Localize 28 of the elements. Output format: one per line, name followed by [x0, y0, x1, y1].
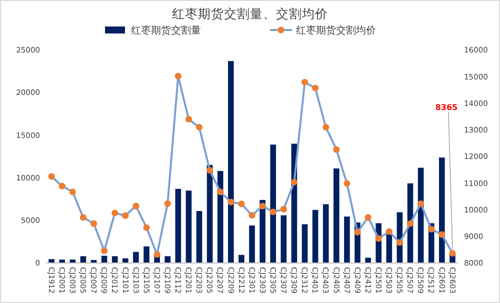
bar: [70, 260, 76, 263]
bar: [260, 200, 266, 263]
bar: [164, 256, 170, 263]
bar: [312, 210, 318, 263]
data-label: 8365: [435, 103, 458, 112]
bar: [144, 246, 150, 263]
bar: [59, 260, 65, 263]
bar: [270, 144, 276, 263]
bar: [80, 256, 86, 263]
bar: [322, 204, 329, 263]
bar: [133, 252, 139, 263]
bar: [439, 158, 445, 263]
bar: [249, 226, 255, 263]
bar: [365, 258, 371, 263]
bar: [302, 224, 308, 263]
chart-title: 红枣期货交割量、交割均价: [172, 6, 328, 21]
bar: [175, 188, 182, 263]
bar: [48, 259, 54, 263]
legend-label: 红枣期货交割均价: [296, 24, 376, 36]
bar: [280, 215, 287, 263]
bar: [238, 254, 244, 263]
legend-label: 红枣期货交割量: [131, 24, 201, 36]
bar: [196, 211, 202, 263]
bar: [186, 190, 192, 263]
bar: [228, 61, 234, 263]
bar: [334, 168, 340, 263]
bar: [344, 216, 350, 263]
bar: [112, 256, 118, 263]
